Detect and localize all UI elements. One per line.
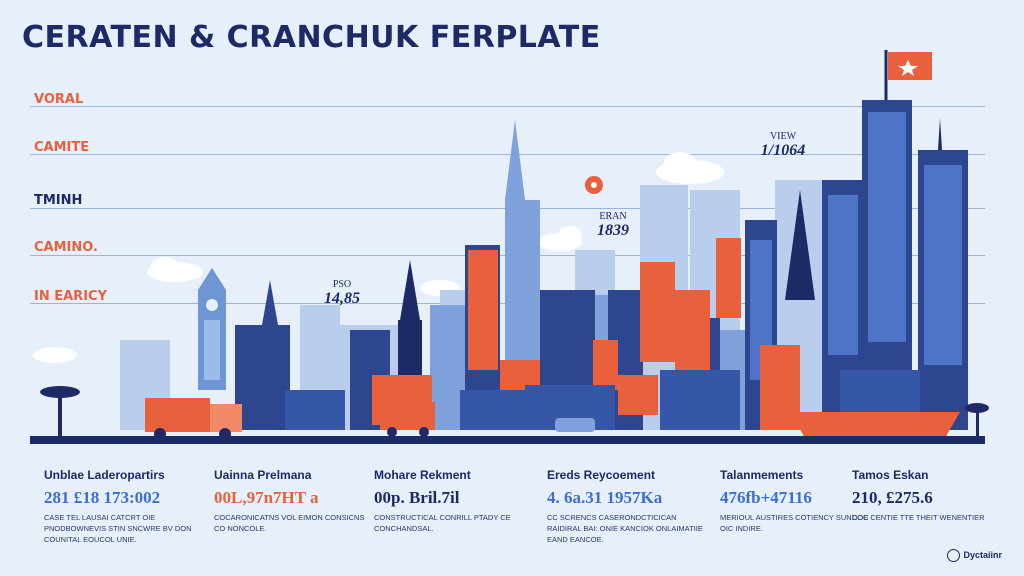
stat-2: Uainna Prelmana 00L,97n7HT a COCARONICAT… (214, 468, 374, 534)
stat-6: Tamos Eskan 210, £275.6 COE CENTIE TTE T… (852, 468, 1002, 523)
stat-heading: Talanmements (720, 468, 804, 482)
callout-value: 1/1064 (760, 142, 806, 159)
stat-heading: Unblae Laderopartirs (44, 468, 165, 482)
stat-number: 00L,97n7HT a (214, 488, 319, 507)
row-label-voral: VORAL (34, 92, 84, 107)
callout-value: 1839 (597, 222, 629, 239)
callout-eran: ERAN 1839 (583, 211, 643, 240)
stat-description: COCARONICATNS VOL EIMON CONSICNS CO NONC… (214, 513, 365, 533)
stat-number: 00p. Bril.7il (374, 488, 460, 507)
guide-line (30, 106, 985, 107)
stat-heading: Mohare Rekment (374, 468, 471, 482)
callout-key: ERAN (599, 211, 627, 222)
callout-value: 14,85 (324, 290, 360, 307)
callout-key: VIEW (769, 131, 797, 142)
page-title: CERATEN & CRANCHUK FERPLATE (22, 20, 601, 55)
stats-panel: Unblae Laderopartirs 281 £18 173:002 CAS… (0, 468, 1024, 576)
callout-pso: PSO 14,85 (312, 279, 372, 308)
row-label-in-earicy: IN EARICY (34, 289, 107, 304)
stat-number: 476fb+47116 (720, 488, 812, 507)
stat-5: Talanmements 476fb+47116 MERIOUL AUSTIRE… (720, 468, 880, 534)
stat-number: 281 £18 173:002 (44, 488, 161, 507)
brand-mark-icon (947, 549, 961, 562)
stat-4: Ereds Reycoement 4. 6a.31 1957Ka CC SCRE… (547, 468, 707, 545)
row-label-camino: CAMINO. (34, 240, 98, 255)
stat-heading: Uainna Prelmana (214, 468, 312, 482)
stat-heading: Tamos Eskan (852, 468, 929, 482)
stat-description: CONSTRUCTICAL CONRILL PTADY CE CONCHANDS… (374, 513, 511, 533)
stat-1: Unblae Laderopartirs 281 £18 173:002 CAS… (44, 468, 204, 545)
guide-line (30, 154, 985, 155)
stat-description: COE CENTIE TTE THEIT WENENTIER (852, 513, 985, 522)
brand-name: Dyctaiinr (963, 549, 1002, 560)
row-label-tminh: TMINH (34, 193, 83, 208)
stat-number: 210, £275.6 (852, 488, 933, 507)
callout-view: VIEW 1/1064 (752, 131, 814, 160)
stat-number: 4. 6a.31 1957Ka (547, 488, 663, 507)
stat-description: MERIOUL AUSTIRES COTIENCY SUNDOC OIC IND… (720, 513, 869, 533)
stat-description: CC SCRENCS CASERONDCTICICAN RAIDIRAL BAI… (547, 513, 703, 544)
stat-heading: Ereds Reycoement (547, 468, 656, 482)
brand-logo: Dyctaiinr (947, 549, 1002, 562)
callout-key: PSO (332, 279, 352, 290)
stat-description: CASE TEL LAUSAI CATCRT OIE PNODBOWNEVIS … (44, 513, 192, 544)
row-label-camite: CAMITE (34, 140, 90, 155)
stat-3: Mohare Rekment 00p. Bril.7il CONSTRUCTIC… (374, 468, 534, 534)
